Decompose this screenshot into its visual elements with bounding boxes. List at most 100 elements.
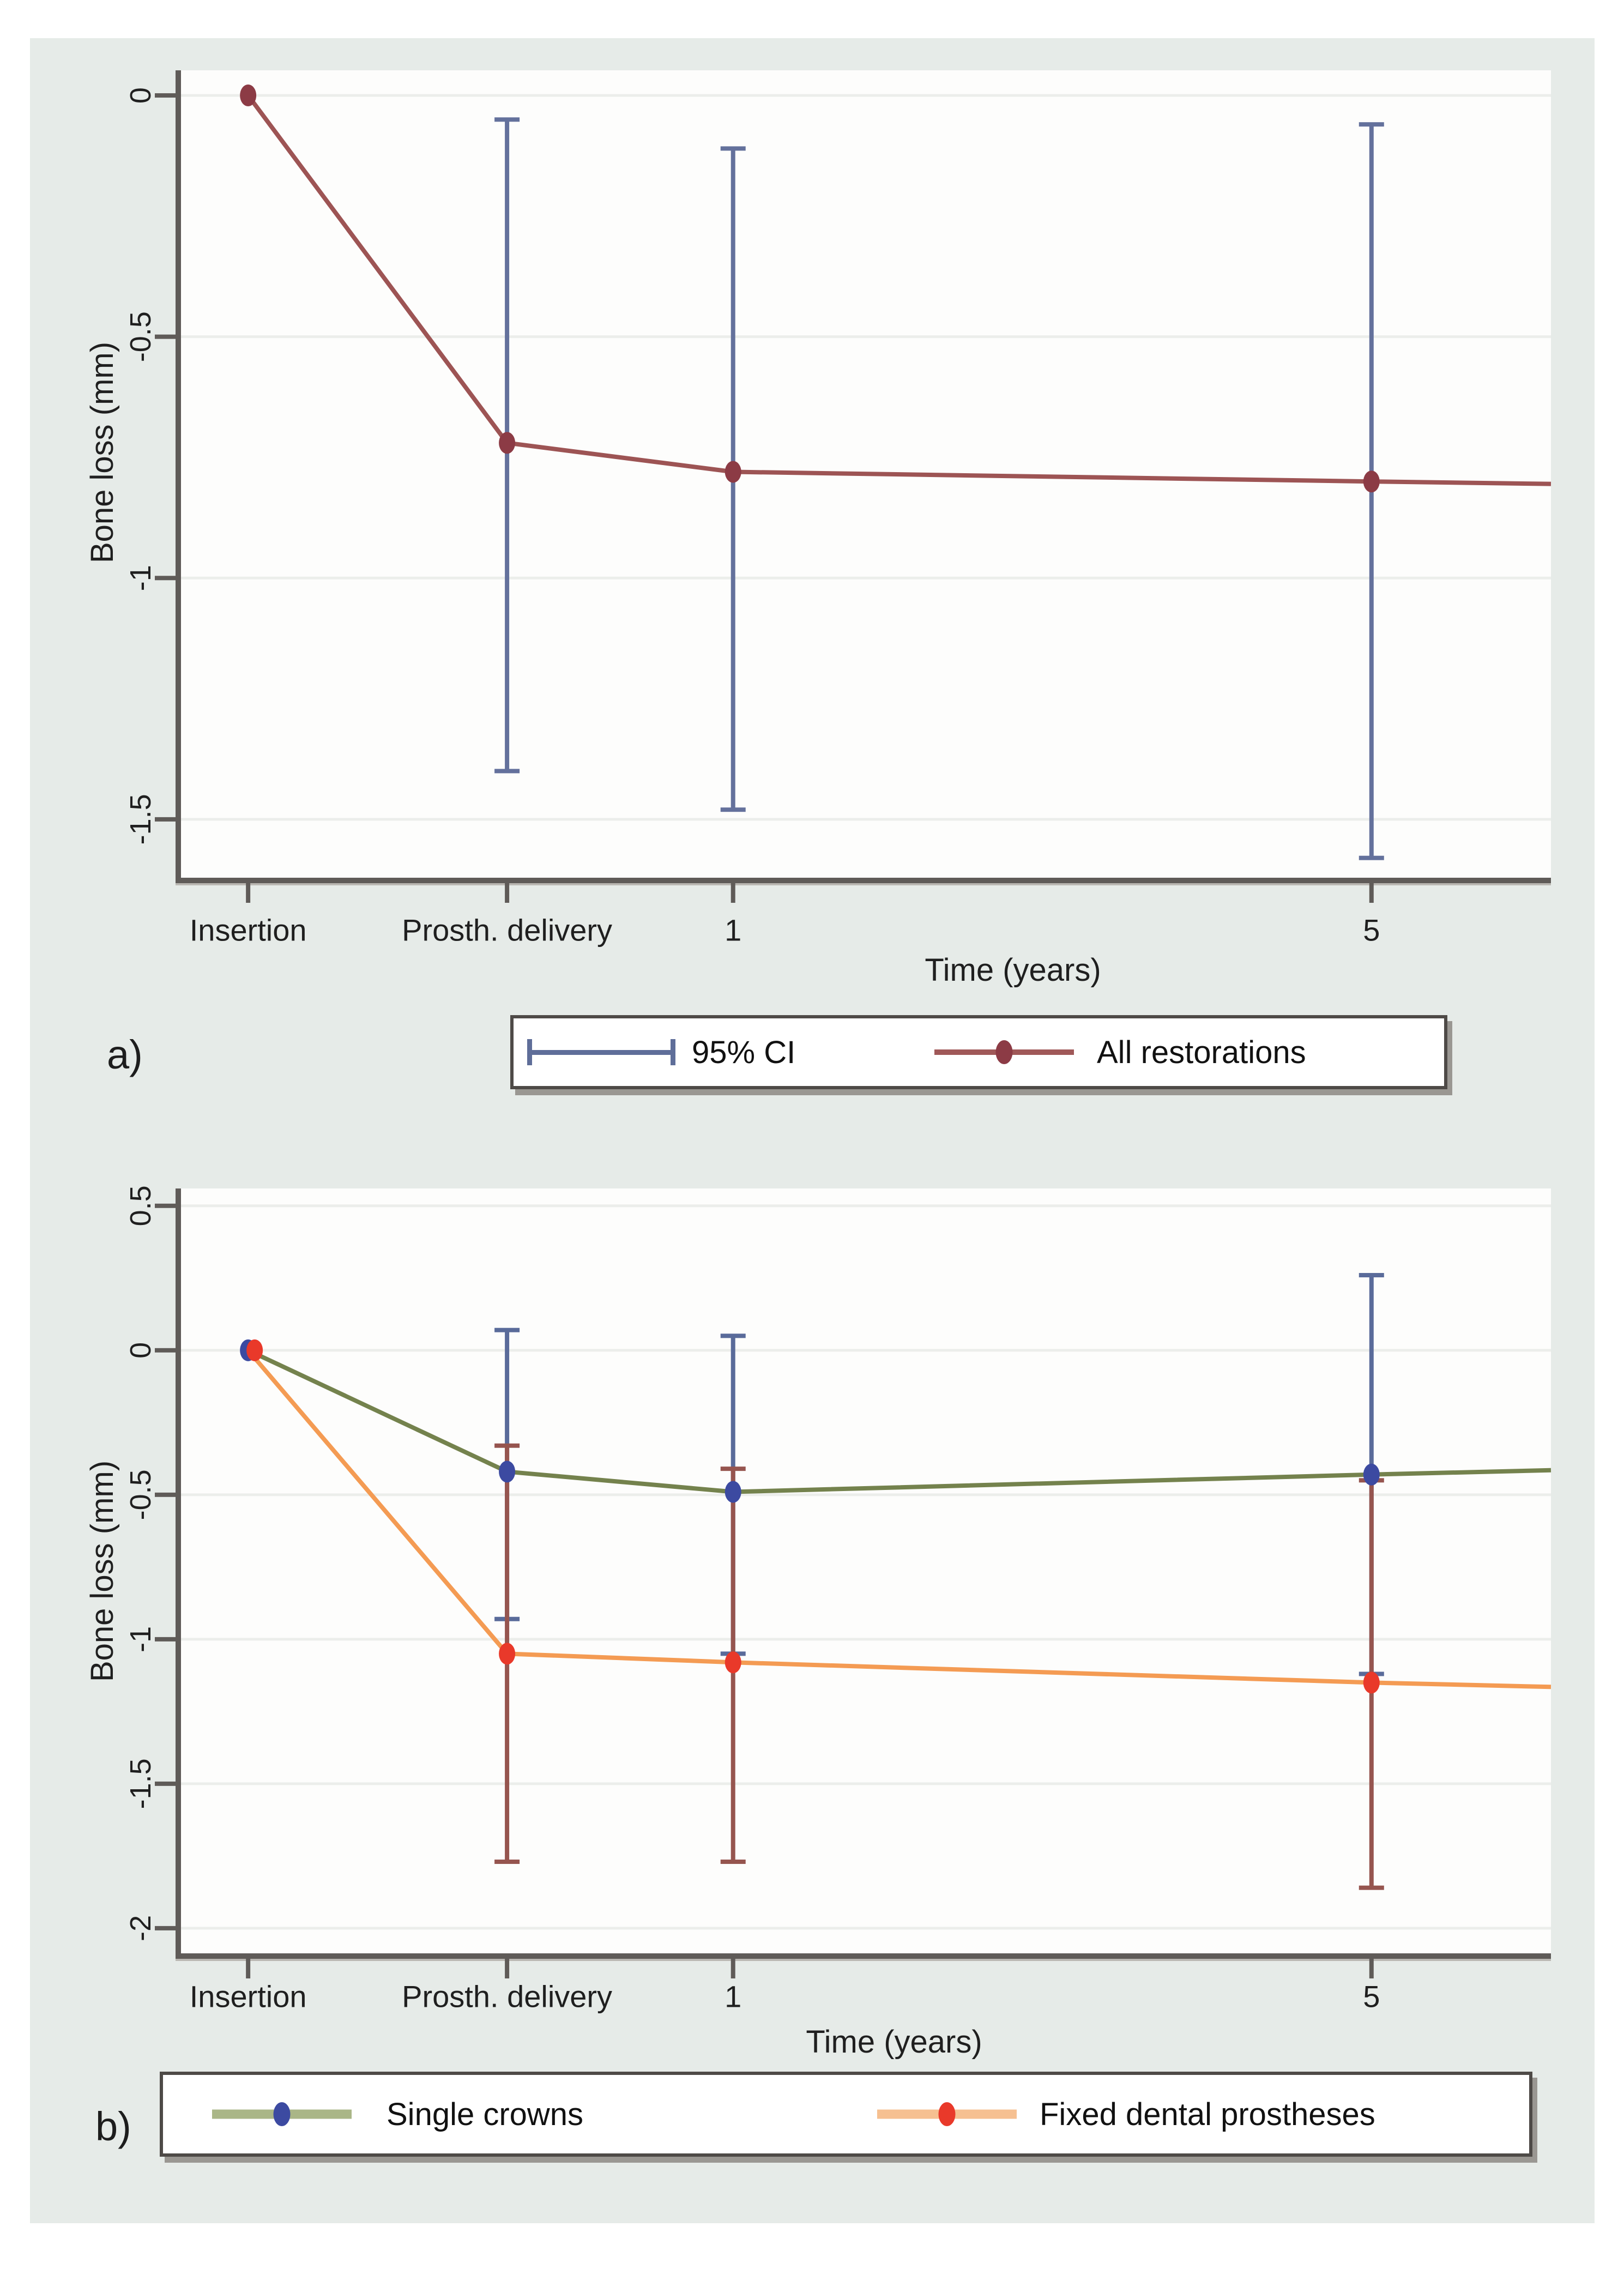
panel-b-plot: 0.5 0 -0.5 -1 -1.5 -2 Insertion Prosth. deliver… [124,1185,1551,2014]
x-tick-3 [1369,883,1374,903]
plot-area [181,1188,1551,1953]
legend-label-single-crowns: Single crowns [387,2096,584,2132]
ci-cap-bottom [494,1859,520,1864]
y-tick-2 [155,576,176,581]
marker-1-2 [725,1651,741,1674]
marker-0-3 [1363,470,1380,493]
y-tick-4 [155,1781,176,1786]
marker-0-0 [240,85,257,107]
y-tick-label-1: -0.5 [124,311,157,362]
y-tick-3 [155,817,176,822]
x-tick-label-1: Prosth. delivery [402,1980,612,2014]
ci-cap-bottom [1359,1885,1384,1890]
ci-cap-bottom [720,1859,746,1864]
x-tick-3 [1369,1959,1374,1978]
panel-b-y-axis-title: Bone loss (mm) [84,1460,120,1682]
x-axis-line [176,1953,1551,1959]
ci-bar [532,1049,671,1055]
gridline-y-2 [181,1493,1551,1496]
gridline-y-0 [181,1204,1551,1208]
y-tick-3 [155,1637,176,1642]
gridline-y-4 [181,1782,1551,1785]
gridline-y-2 [181,576,1551,580]
y-tick-0 [155,93,176,98]
legend-label-95-ci: 95% CI [692,1034,796,1070]
marker-1-0 [246,1339,263,1361]
marker-1-3 [1363,1671,1380,1694]
y-tick-label-0: 0.5 [124,1185,157,1226]
ci-cap-top [1359,1273,1384,1278]
ci-cap-top [1359,122,1384,127]
y-tick-5 [155,1926,176,1930]
fixed-dental-prostheses-marker [938,2102,956,2126]
legend-item-fixed-dental-prostheses: Fixed dental prostheses [877,2075,1375,2153]
panel-b-legend: Single crowns Fixed dental prostheses [160,2072,1532,2157]
gridline-y-3 [181,818,1551,821]
x-tick-label-0: Insertion [190,1980,307,2014]
marker-0-2 [725,1481,741,1503]
ci-cap-bottom [494,769,520,774]
y-tick-label-3: -1 [124,1626,157,1652]
x-tick-0 [246,1959,251,1978]
panel-b-label: b) [95,2104,131,2149]
marker-1-1 [499,1643,516,1665]
single-crowns-marker [273,2102,291,2126]
x-tick-label-1: Prosth. delivery [402,913,612,948]
x-tick-0 [246,883,251,903]
single-crowns-line-sample [212,2101,352,2127]
legend-label-fixed-dental-prostheses: Fixed dental prostheses [1040,2096,1375,2132]
x-axis-shadow [176,883,1551,885]
y-axis-line [176,1188,181,1959]
y-tick-0 [155,1203,176,1208]
x-tick-2 [731,1959,735,1978]
y-tick-label-3: -1.5 [124,794,157,844]
y-tick-2 [155,1492,176,1497]
panel-a-x-axis-title: Time (years) [925,952,1101,988]
ci-cap-right [671,1039,675,1065]
ci-line-sample [527,1039,675,1065]
legend-label-all-restorations: All restorations [1097,1034,1306,1070]
y-tick-1 [155,1348,176,1353]
panel-a-legend: 95% CI All restorations [510,1015,1447,1089]
all-restorations-marker [995,1040,1013,1064]
ci-cap-top [720,1467,746,1471]
x-tick-label-3: 5 [1363,913,1380,948]
x-tick-label-2: 1 [725,1980,741,2014]
gridline-y-1 [181,335,1551,339]
ci-cap-top [494,1327,520,1332]
y-axis-line [176,70,181,883]
y-tick-label-0: 0 [124,87,157,104]
gridline-y-3 [181,1638,1551,1641]
marker-0-3 [1363,1463,1380,1486]
x-tick-label-0: Insertion [190,913,307,948]
panel-a-label: a) [107,1032,143,1077]
y-tick-label-2: -1 [124,565,157,591]
panel-b-x-axis-title: Time (years) [806,2024,982,2060]
marker-0-1 [499,432,516,454]
legend-item-single-crowns: Single crowns [212,2075,583,2153]
x-tick-label-2: 1 [725,913,741,948]
y-tick-label-4: -1.5 [124,1758,157,1809]
all-restorations-line-sample [934,1039,1074,1065]
ci-cap-bottom [1359,855,1384,860]
x-tick-label-3: 5 [1363,1980,1380,2014]
legend-item-95-ci: 95% CI [527,1018,795,1086]
x-axis-line [176,878,1551,883]
fixed-dental-prostheses-line-sample [877,2101,1017,2127]
marker-0-2 [725,461,741,483]
x-tick-2 [731,883,735,903]
y-tick-label-5: -2 [124,1915,157,1941]
gridline-y-5 [181,1927,1551,1930]
ci-cap-top [720,1333,746,1338]
ci-cap-top [494,117,520,122]
ci-cap-top [720,146,746,151]
x-tick-1 [505,1959,510,1978]
x-axis-shadow [176,1959,1551,1961]
x-tick-1 [505,883,510,903]
gridline-y-1 [181,1349,1551,1352]
marker-0-1 [499,1461,516,1483]
panel-a-y-axis-title: Bone loss (mm) [84,341,120,564]
y-tick-label-1: 0 [124,1342,157,1359]
